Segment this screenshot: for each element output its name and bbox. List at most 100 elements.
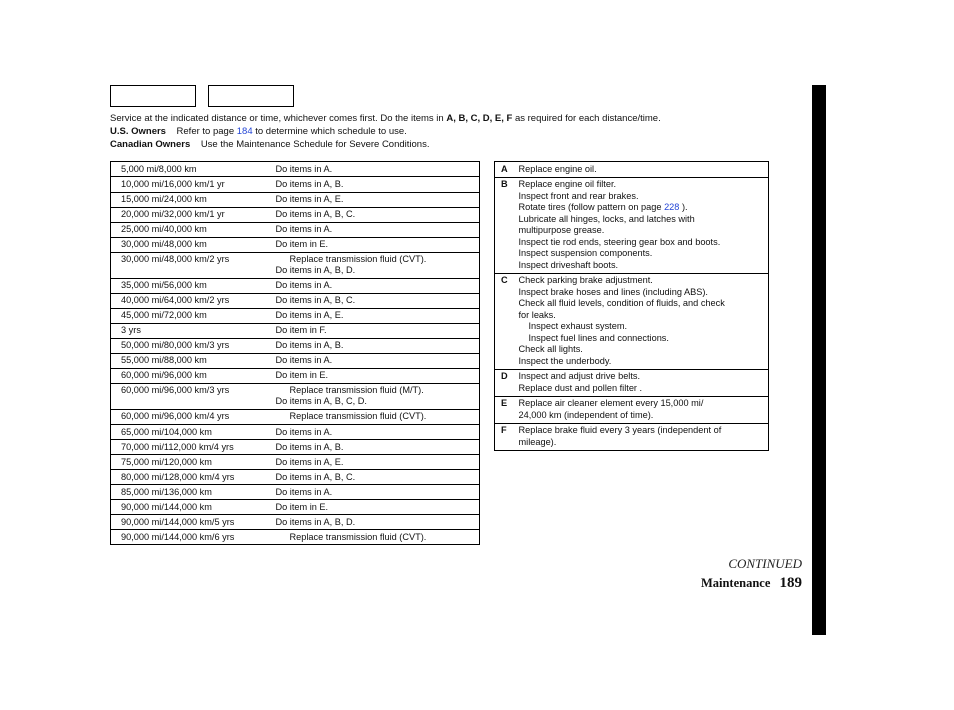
schedule-distance: 50,000 mi/80,000 km/3 yrs	[111, 338, 266, 353]
table-row: 60,000 mi/96,000 km/4 yrsReplace transmi…	[111, 409, 480, 424]
schedule-action: Replace transmission fluid (CVT).	[266, 530, 480, 545]
outline-box-2	[208, 85, 294, 107]
tables-row: 5,000 mi/8,000 kmDo items in A.10,000 mi…	[110, 161, 770, 545]
schedule-action: Do items in A, B, C.	[266, 207, 480, 222]
table-row: 90,000 mi/144,000 kmDo item in E.	[111, 500, 480, 515]
page-number: 189	[780, 575, 803, 591]
key-line: Replace dust and pollen filter .	[519, 383, 765, 395]
schedule-action-line: Do items in A, B.	[276, 340, 344, 350]
schedule-distance: 55,000 mi/88,000 km	[111, 353, 266, 368]
key-line: Replace brake fluid every 3 years (indep…	[519, 425, 765, 437]
schedule-action: Do item in E.	[266, 368, 480, 383]
section-label: Maintenance	[701, 576, 770, 590]
table-row: 60,000 mi/96,000 kmDo item in E.	[111, 368, 480, 383]
ca-text: Use the Maintenance Schedule for Severe …	[201, 139, 430, 150]
schedule-action: Do items in A.	[266, 485, 480, 500]
schedule-action-line: Do item in F.	[276, 325, 327, 335]
schedule-distance: 30,000 mi/48,000 km/2 yrs	[111, 252, 266, 278]
key-line: Inspect fuel lines and connections.	[519, 333, 765, 345]
schedule-distance: 60,000 mi/96,000 km/3 yrs	[111, 383, 266, 409]
key-line: Inspect the underbody.	[519, 356, 765, 368]
key-code: A	[495, 162, 513, 178]
schedule-distance: 40,000 mi/64,000 km/2 yrs	[111, 293, 266, 308]
table-row: 45,000 mi/72,000 km Do items in A, E.	[111, 308, 480, 323]
schedule-action: Do items in A, B.	[266, 440, 480, 455]
page-footer: CONTINUED Maintenance 189	[701, 556, 802, 592]
page-content: Service at the indicated distance or tim…	[110, 85, 770, 545]
schedule-action-line: Do items in A.	[276, 487, 333, 497]
key-line: Replace engine oil.	[519, 164, 765, 176]
schedule-distance: 45,000 mi/72,000 km	[111, 308, 266, 323]
outline-box-1	[110, 85, 196, 107]
key-text: Check parking brake adjustment.Inspect b…	[513, 273, 769, 369]
table-row: 90,000 mi/144,000 km/5 yrsDo items in A,…	[111, 515, 480, 530]
schedule-action-line: Do items in A, E.	[276, 310, 344, 320]
schedule-action-line: Do items in A, E.	[276, 457, 344, 467]
table-row: 3 yrs Do item in F.	[111, 323, 480, 338]
key-text: Replace engine oil.	[513, 162, 769, 178]
schedule-action-line: Do items in A, B.	[276, 442, 344, 452]
schedule-distance: 20,000 mi/32,000 km/1 yr	[111, 207, 266, 222]
schedule-distance: 70,000 mi/112,000 km/4 yrs	[111, 440, 266, 455]
key-line: mileage).	[519, 437, 765, 449]
schedule-action: Do item in E.	[266, 237, 480, 252]
key-code: F	[495, 423, 513, 450]
key-line: for leaks.	[519, 310, 765, 322]
schedule-action: Do items in A, B, D.	[266, 515, 480, 530]
schedule-action-line: Do items in A, B, C.	[276, 295, 356, 305]
schedule-action-line: Replace transmission fluid (M/T).	[276, 385, 474, 396]
schedule-distance: 90,000 mi/144,000 km/6 yrs	[111, 530, 266, 545]
schedule-distance: 3 yrs	[111, 323, 266, 338]
schedule-distance: 65,000 mi/104,000 km	[111, 425, 266, 440]
schedule-action-line: Do items in A, B, D.	[276, 265, 356, 275]
side-tab-strip	[812, 85, 826, 635]
schedule-action-line: Do items in A.	[276, 355, 333, 365]
page-link-228[interactable]: 228	[664, 202, 679, 212]
table-row: 55,000 mi/88,000 km Do items in A.	[111, 353, 480, 368]
schedule-action: Do items in A, E.	[266, 455, 480, 470]
schedule-action-line: Do items in A.	[276, 164, 333, 174]
key-code: E	[495, 396, 513, 423]
key-line: Rotate tires (follow pattern on page 228…	[519, 202, 765, 214]
placeholder-box-row	[110, 85, 770, 107]
schedule-action-line: Do item in E.	[276, 370, 329, 380]
schedule-action: Do items in A, B.	[266, 177, 480, 192]
key-line: Inspect exhaust system.	[519, 321, 765, 333]
schedule-action: Do items in A, B, C.	[266, 293, 480, 308]
page-link-184[interactable]: 184	[237, 126, 253, 137]
table-row: CCheck parking brake adjustment.Inspect …	[495, 273, 769, 369]
schedule-action: Do items in A, E.	[266, 192, 480, 207]
table-row: 90,000 mi/144,000 km/6 yrsReplace transm…	[111, 530, 480, 545]
continued-label: CONTINUED	[701, 556, 802, 572]
ca-owners-label: Canadian Owners	[110, 139, 190, 150]
schedule-distance: 85,000 mi/136,000 km	[111, 485, 266, 500]
table-row: 30,000 mi/48,000 km/2 yrsReplace transmi…	[111, 252, 480, 278]
table-row: 25,000 mi/40,000 km Do items in A.	[111, 222, 480, 237]
schedule-action: Replace transmission fluid (M/T).Do item…	[266, 383, 480, 409]
table-row: 50,000 mi/80,000 km/3 yrs Do items in A, …	[111, 338, 480, 353]
table-row: 80,000 mi/128,000 km/4 yrsDo items in A,…	[111, 470, 480, 485]
schedule-action: Do items in A.	[266, 162, 480, 177]
table-row: 20,000 mi/32,000 km/1 yrDo items in A, B…	[111, 207, 480, 222]
table-row: EReplace air cleaner element every 15,00…	[495, 396, 769, 423]
us-owners-label: U.S. Owners	[110, 126, 166, 137]
schedule-action-line: Do items in A.	[276, 427, 333, 437]
schedule-action: Do items in A.	[266, 222, 480, 237]
schedule-action-line: Do items in A, B, C.	[276, 472, 356, 482]
schedule-action: Do items in A.	[266, 353, 480, 368]
schedule-action-line: Do item in E.	[276, 502, 329, 512]
key-line: Check all lights.	[519, 344, 765, 356]
table-row: 30,000 mi/48,000 kmDo item in E.	[111, 237, 480, 252]
intro-line1-post: as required for each distance/time.	[512, 113, 660, 124]
schedule-action-line: Replace transmission fluid (CVT).	[276, 411, 474, 422]
key-code: B	[495, 177, 513, 273]
schedule-distance: 25,000 mi/40,000 km	[111, 222, 266, 237]
schedule-action-line: Do items in A, E.	[276, 194, 344, 204]
table-row: 70,000 mi/112,000 km/4 yrs Do items in A,…	[111, 440, 480, 455]
us-text-pre: Refer to page	[177, 126, 237, 137]
schedule-action: Do item in F.	[266, 323, 480, 338]
schedule-action-line: Do items in A.	[276, 280, 333, 290]
key-line: Inspect brake hoses and lines (including…	[519, 287, 765, 299]
schedule-action-line: Do items in A.	[276, 224, 333, 234]
intro-text: Service at the indicated distance or tim…	[110, 113, 770, 151]
